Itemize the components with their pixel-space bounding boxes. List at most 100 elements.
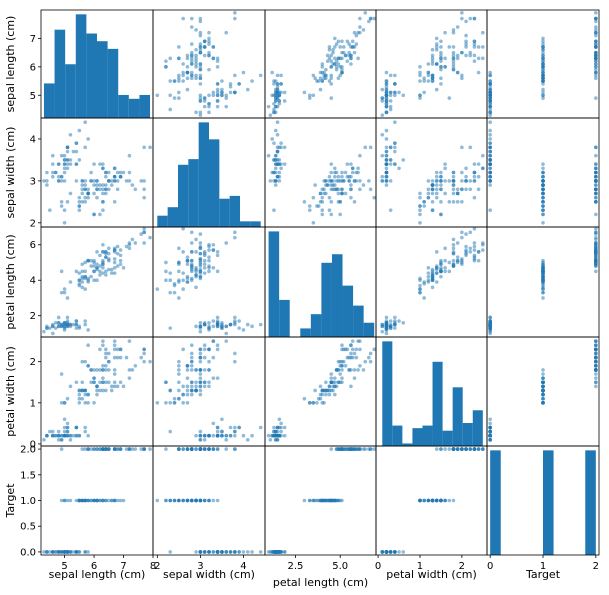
- scatter-point: [95, 250, 99, 254]
- scatter-point: [207, 42, 211, 46]
- scatter-point: [101, 187, 105, 192]
- scatter-point: [594, 19, 598, 24]
- scatter-point: [185, 274, 190, 279]
- scatter-point: [443, 162, 447, 166]
- scatter-point: [460, 170, 464, 175]
- scatter-point: [422, 90, 426, 95]
- scatter-point: [541, 384, 545, 389]
- scatter-point: [329, 170, 334, 175]
- scatter-point: [472, 174, 477, 179]
- scatter-point: [393, 145, 397, 150]
- scatter-point: [358, 363, 362, 368]
- y-axis-label: sepal width (cm): [4, 127, 17, 219]
- scatter-point: [241, 328, 246, 332]
- scatter-point: [74, 322, 79, 327]
- scatter-point: [320, 70, 325, 75]
- scatter-point: [177, 359, 181, 364]
- scatter-point: [367, 355, 371, 360]
- scatter-point: [488, 315, 492, 320]
- scatter-point: [430, 498, 435, 503]
- x-tick-label: 3: [197, 561, 203, 572]
- scatter-point: [194, 273, 198, 277]
- scatter-point: [594, 183, 598, 187]
- scatter-point: [211, 266, 216, 270]
- scatter-point: [83, 392, 88, 397]
- scatter-point: [59, 290, 64, 295]
- scatter-point: [594, 226, 598, 231]
- scatter-point: [207, 324, 211, 329]
- scatter-point: [215, 269, 220, 274]
- scatter-point: [594, 355, 598, 360]
- scatter-point: [273, 99, 278, 103]
- scatter-point: [198, 50, 203, 55]
- scatter-point: [594, 343, 598, 348]
- scatter-point: [430, 73, 435, 78]
- scatter-point: [327, 384, 332, 389]
- scatter-point: [401, 550, 406, 554]
- scatter-point: [354, 347, 359, 352]
- scatter-point: [340, 498, 344, 503]
- scatter-point: [434, 267, 439, 272]
- scatter-point: [388, 319, 393, 323]
- scatter-point: [89, 264, 93, 268]
- scatter-point: [198, 16, 203, 21]
- scatter-point: [439, 498, 443, 503]
- scatter-point: [211, 93, 216, 98]
- scatter-point: [313, 388, 317, 393]
- scatter-point: [418, 287, 422, 291]
- scatter-point: [194, 237, 198, 242]
- scatter-point: [101, 266, 105, 270]
- scatter-point: [233, 11, 237, 15]
- scatter-point: [322, 73, 326, 78]
- scatter-point: [443, 498, 447, 503]
- scatter-point: [83, 269, 88, 274]
- scatter-point: [329, 447, 334, 451]
- scatter-point: [202, 447, 207, 451]
- scatter-point: [439, 274, 443, 279]
- scatter-point: [106, 170, 111, 175]
- scatter-point: [594, 339, 598, 343]
- scatter-point: [338, 200, 342, 204]
- scatter-point: [130, 447, 135, 451]
- scatter-point: [541, 79, 545, 83]
- scatter-point: [198, 347, 203, 352]
- scatter-point: [106, 380, 111, 385]
- scatter-point: [334, 187, 339, 192]
- panel-target-vs-petal-width: [375, 445, 488, 556]
- scatter-point: [127, 246, 132, 251]
- scatter-point: [460, 76, 464, 81]
- scatter-point: [460, 145, 464, 150]
- scatter-point: [418, 70, 422, 75]
- y-tick-label: 1.0: [20, 496, 36, 507]
- scatter-point: [397, 166, 401, 171]
- scatter-point: [189, 50, 194, 55]
- hist-bar: [157, 215, 168, 227]
- scatter-point: [430, 47, 435, 52]
- scatter-point: [74, 326, 79, 330]
- scatter-point: [194, 28, 198, 32]
- scatter-point: [228, 425, 233, 430]
- scatter-point: [307, 96, 312, 100]
- scatter-point: [318, 191, 323, 196]
- scatter-point: [384, 128, 389, 133]
- scatter-point: [189, 241, 194, 245]
- scatter-point: [302, 200, 307, 204]
- scatter-point: [541, 221, 545, 225]
- scatter-point: [331, 384, 335, 389]
- scatter-point: [45, 433, 49, 438]
- scatter-point: [476, 45, 481, 49]
- scatter-point: [331, 498, 335, 503]
- scatter-point: [367, 179, 371, 183]
- scatter-point: [121, 170, 126, 175]
- scatter-point: [62, 170, 67, 175]
- scatter-point: [77, 326, 82, 330]
- scatter-point: [338, 65, 342, 69]
- scatter-point: [185, 363, 190, 368]
- hist-bar: [490, 450, 501, 555]
- scatter-point: [139, 179, 144, 183]
- scatter-point: [488, 107, 492, 112]
- scatter-point: [277, 170, 282, 175]
- scatter-point: [352, 179, 357, 183]
- scatter-point: [384, 87, 389, 92]
- scatter-point: [320, 62, 325, 66]
